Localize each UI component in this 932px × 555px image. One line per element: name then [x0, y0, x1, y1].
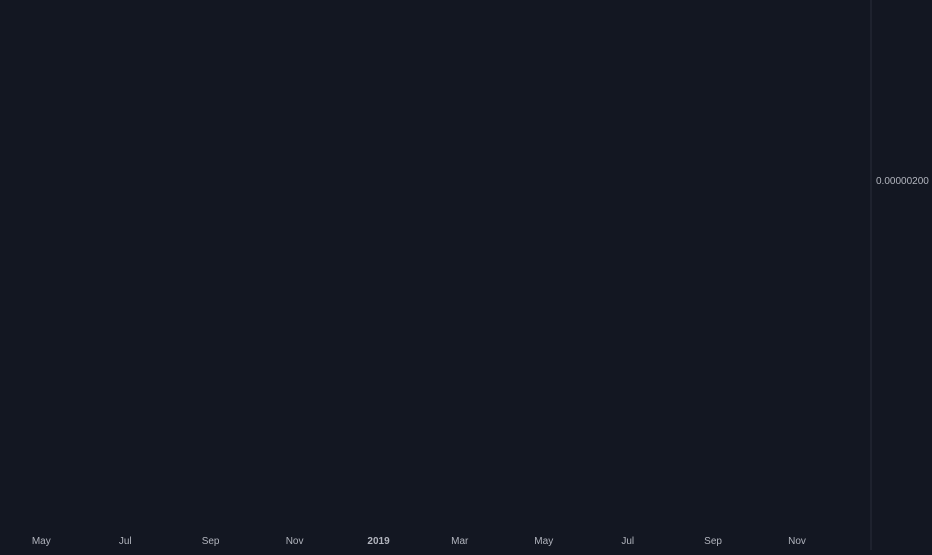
x-tick-label: Nov — [286, 536, 304, 547]
x-tick-label: Jul — [119, 536, 132, 547]
x-tick-label: Sep — [704, 536, 722, 547]
x-tick-label: Sep — [202, 536, 220, 547]
y-tick-label: 0.00000200 — [876, 176, 929, 187]
x-tick-label: May — [534, 536, 553, 547]
x-tick-label: Jul — [621, 536, 634, 547]
x-tick-label: May — [32, 536, 51, 547]
x-tick-label: 2019 — [367, 536, 390, 547]
x-tick-label: Nov — [788, 536, 806, 547]
x-tick-label: Mar — [451, 536, 469, 547]
